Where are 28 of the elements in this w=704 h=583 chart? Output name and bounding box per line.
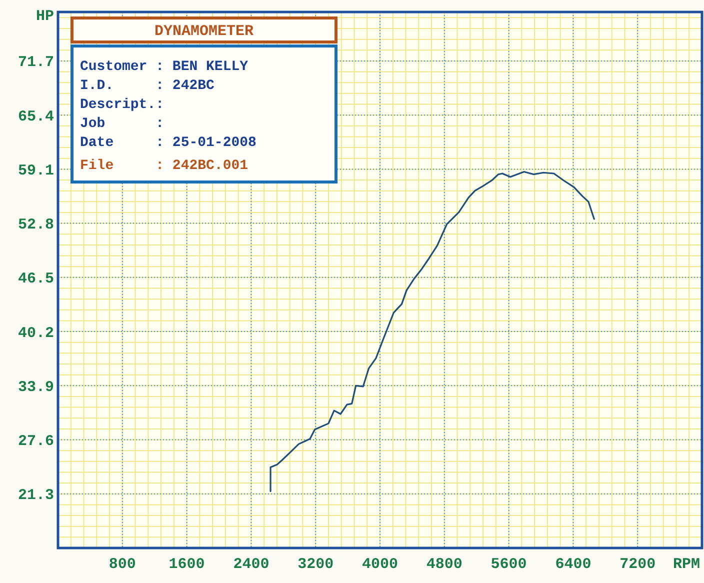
x-tick-label: 6400	[555, 556, 592, 573]
x-tick-label: 4800	[426, 556, 462, 573]
x-tick-label: 7200	[620, 556, 656, 573]
annotation: Job :	[80, 116, 164, 132]
y-tick-label: 52.8	[18, 216, 54, 234]
annotation: File : 242BC.001	[80, 158, 248, 174]
y-tick-label: 65.4	[18, 108, 54, 126]
annotation: Date : 25-01-2008	[80, 135, 256, 151]
y-axis-title: HP	[36, 8, 54, 25]
y-tick-label: 21.3	[18, 487, 54, 504]
y-tick-label: 40.2	[18, 324, 54, 342]
x-axis-title: RPM	[672, 556, 700, 573]
y-tick-label: 46.5	[18, 270, 54, 288]
x-tick-label: 1600	[168, 556, 205, 573]
x-tick-label: 4000	[362, 556, 398, 573]
y-tick-label: 27.6	[18, 433, 54, 450]
x-tick-label: 800	[108, 556, 136, 573]
line-series	[270, 170, 595, 492]
y-tick-label: 71.7	[18, 54, 54, 72]
x-tick-label: 5600	[490, 556, 527, 573]
title-box: DYNAMOMETER	[70, 16, 338, 44]
annotation: Descript.:	[80, 97, 164, 113]
x-tick-label: 2400	[233, 556, 270, 573]
annotation: I.D. : 242BC	[80, 78, 216, 94]
y-tick-label: 59.1	[18, 162, 54, 180]
x-tick-label: 3200	[298, 556, 334, 573]
y-tick-label: 33.9	[18, 378, 54, 396]
annotation: Customer : BEN KELLY	[80, 59, 249, 75]
